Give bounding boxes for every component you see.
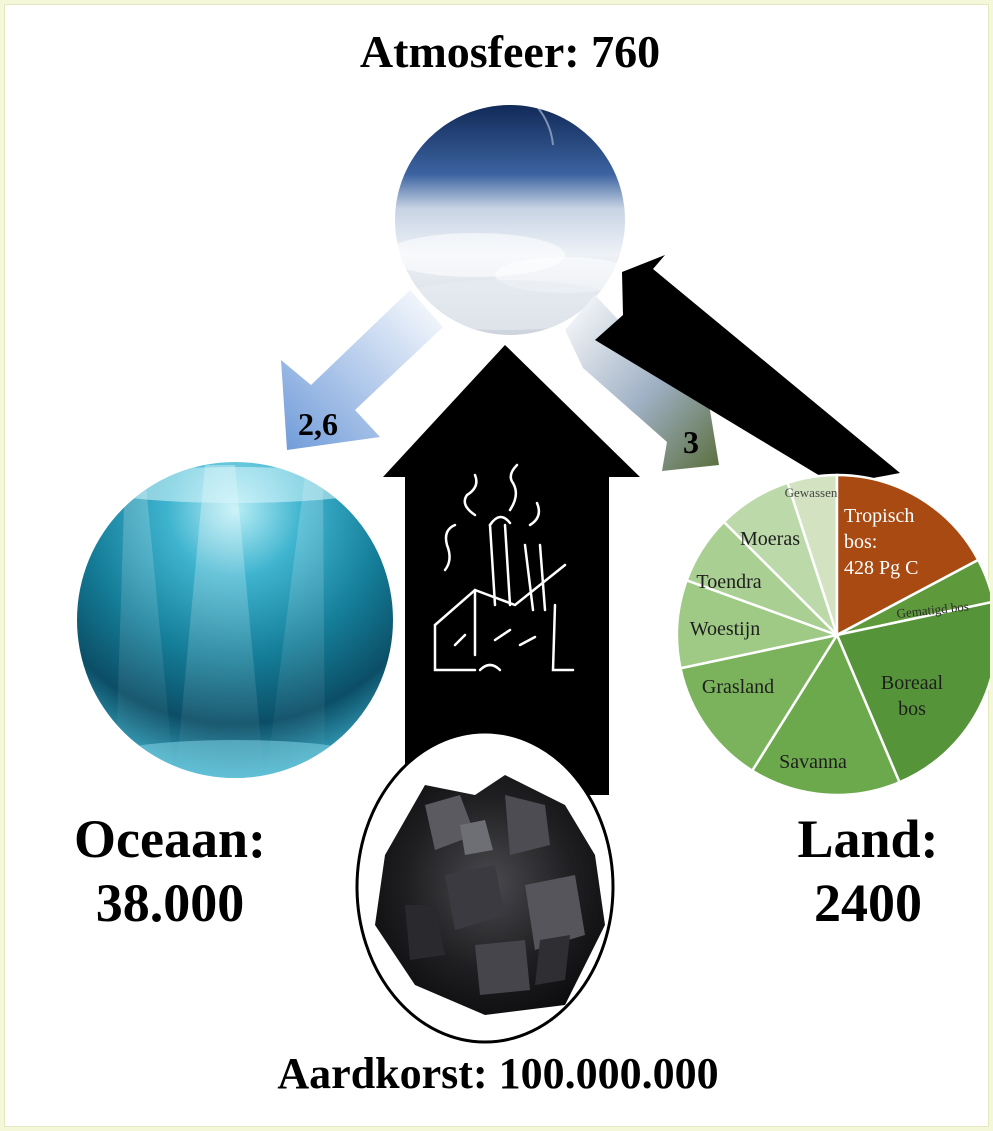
land-label-line2: 2400 — [814, 873, 922, 933]
land-to-atmosphere-arrow — [595, 255, 900, 485]
pie-label-grasland: Grasland — [702, 676, 774, 698]
crust-coal-image — [355, 730, 615, 1044]
pie-label-savanna: Savanna — [779, 751, 847, 773]
pie-label-moeras: Moeras — [740, 528, 800, 550]
pie-slice-grasland — [679, 633, 840, 773]
pie-label-gewassen: Gewassen — [785, 485, 838, 500]
pie-label-tropisch-3: 428 Pg C — [844, 557, 918, 579]
pie-slice-woestijn — [675, 578, 842, 670]
flux-to-ocean-label: 2,6 — [298, 406, 338, 442]
carbon-cycle-diagram: Atmosfeer: 760 2,6 3 0.9 9 — [74, 26, 990, 1098]
pie-label-tropisch-2: bos: — [844, 531, 877, 553]
ocean-label-line1: Oceaan: — [74, 809, 266, 869]
pie-slice-gematigd — [836, 558, 990, 637]
flux-to-land-label: 3 — [683, 424, 699, 460]
ocean-label-line2: 38.000 — [96, 873, 245, 933]
flux-fossil-label: 9 — [499, 418, 524, 474]
fossil-fuel-arrow — [383, 345, 640, 795]
pie-label-boreaal-1: Boreaal — [881, 672, 944, 694]
crust-label: Aardkorst: 100.000.000 — [277, 1049, 718, 1098]
diagram-canvas: Atmosfeer: 760 2,6 3 0.9 9 — [4, 4, 990, 1127]
land-pie-chart — [675, 473, 990, 797]
land-label-line1: Land: — [797, 809, 938, 869]
pie-label-tropisch-1: Tropisch — [844, 505, 914, 527]
pie-slice-boreaal — [835, 601, 990, 784]
ocean-image — [77, 462, 393, 778]
pie-slice-savanna — [750, 632, 902, 797]
atmosphere-to-ocean-arrow — [281, 290, 443, 450]
flux-from-land-label: 0.9 — [708, 332, 738, 358]
factory-sketch-icon — [433, 463, 575, 672]
atmosphere-label: Atmosfeer: 760 — [360, 26, 660, 77]
pie-slice-tropisch — [835, 473, 980, 638]
pie-slice-moeras — [722, 481, 839, 636]
pie-label-toendra: Toendra — [696, 571, 761, 593]
pie-label-woestijn: Woestijn — [690, 618, 761, 640]
pie-label-boreaal-2: bos — [898, 698, 926, 720]
